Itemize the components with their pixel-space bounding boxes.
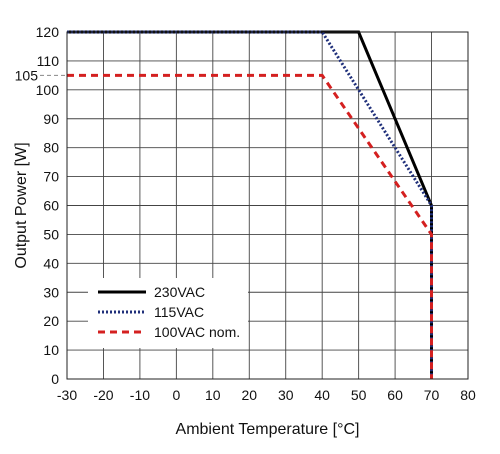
x-tick-label: -30 bbox=[57, 387, 77, 403]
legend-label: 230VAC bbox=[154, 284, 205, 300]
x-tick-label: 40 bbox=[314, 387, 330, 403]
y-tick-label: 60 bbox=[43, 198, 59, 214]
legend-label: 115VAC bbox=[154, 304, 204, 320]
x-tick-label: 30 bbox=[278, 387, 294, 403]
x-tick-label: 50 bbox=[351, 387, 367, 403]
x-tick-label: 0 bbox=[172, 387, 180, 403]
x-axis-title: Ambient Temperature [°C] bbox=[176, 421, 360, 438]
y-tick-label: 30 bbox=[43, 284, 59, 300]
y-axis-title: Output Power [W] bbox=[13, 142, 30, 268]
y-tick-label: 90 bbox=[43, 111, 59, 127]
x-tick-label: -10 bbox=[130, 387, 150, 403]
y-tick-label: 70 bbox=[43, 169, 59, 185]
x-tick-label: 70 bbox=[424, 387, 440, 403]
y-tick-label: 120 bbox=[36, 24, 60, 40]
y-tick-label: 80 bbox=[43, 140, 59, 156]
y-tick-label: 110 bbox=[37, 53, 60, 69]
series-line bbox=[67, 30, 433, 379]
reference-line-label: 105 bbox=[15, 67, 39, 83]
plot-frame bbox=[66, 31, 469, 380]
y-tick-label: 20 bbox=[43, 313, 59, 329]
x-tick-label: 60 bbox=[387, 387, 403, 403]
reference-lines: 105 bbox=[15, 67, 67, 83]
y-tick-label: 10 bbox=[43, 342, 59, 358]
y-tick-label: 40 bbox=[43, 255, 59, 271]
x-tick-label: 20 bbox=[241, 387, 257, 403]
y-tick-label: 0 bbox=[51, 371, 59, 387]
x-tick-label: 80 bbox=[460, 387, 476, 403]
y-tick-label: 50 bbox=[43, 226, 59, 242]
series-line bbox=[67, 73, 433, 379]
x-tick-label: 10 bbox=[205, 387, 221, 403]
x-tick-label: -20 bbox=[93, 387, 113, 403]
legend-label: 100VAC nom. bbox=[154, 324, 240, 340]
y-tick-labels: 0 10 20 30 40 50 60 70 80 90 100 110 120 bbox=[36, 24, 60, 387]
legend: 230VAC 115VAC 100VAC nom. bbox=[88, 278, 248, 348]
x-tick-labels: -30 -20 -10 0 10 20 30 40 50 60 70 80 bbox=[57, 387, 476, 403]
y-tick-label: 100 bbox=[36, 82, 60, 98]
